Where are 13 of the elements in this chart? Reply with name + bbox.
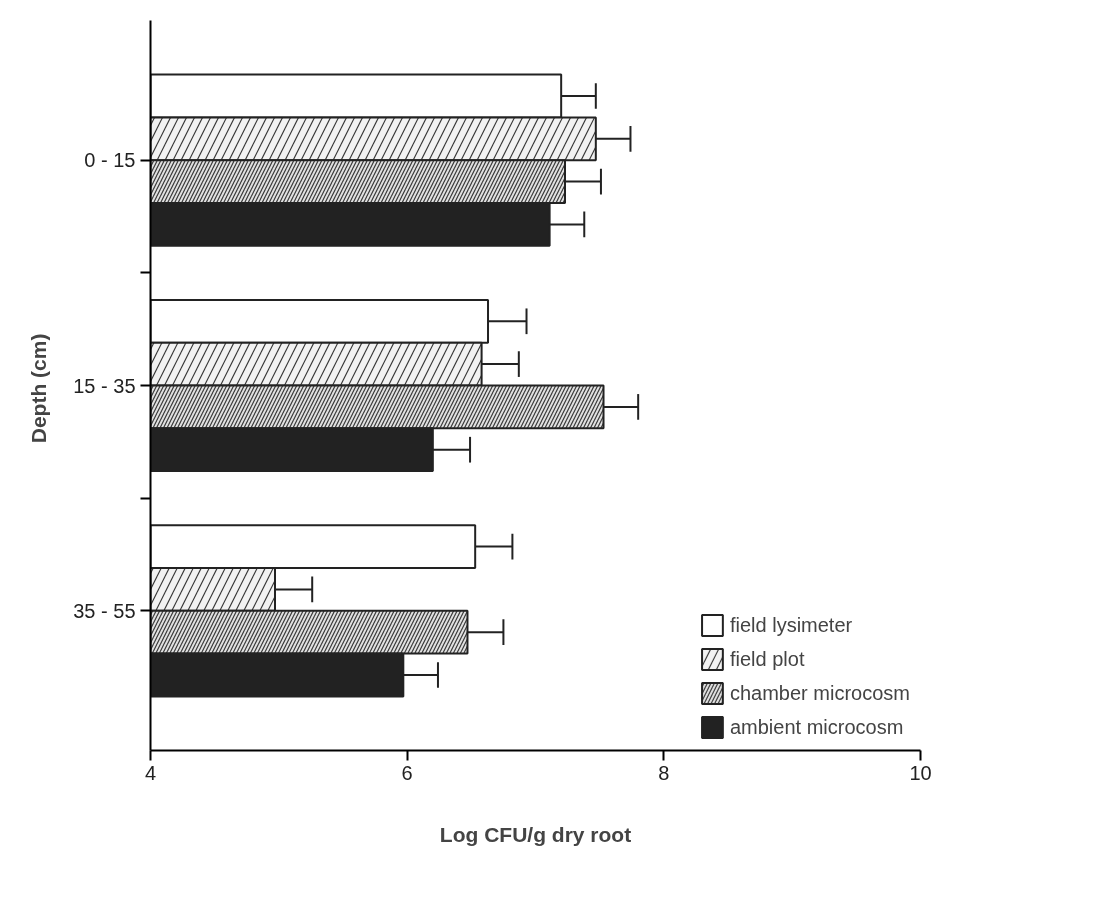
y-tick-label: 15 - 35	[73, 374, 136, 397]
legend-label: field plot	[729, 647, 805, 671]
y-tick-label: 35 - 55	[73, 599, 136, 622]
x-axis-title: Log CFU/g dry root	[439, 822, 632, 846]
x-tick-label: 4	[144, 761, 157, 784]
x-tick-label: 6	[401, 761, 413, 784]
x-tick-label: 8	[658, 761, 670, 784]
y-axis-title: Depth (cm)	[27, 333, 51, 444]
legend-label: ambient microcosm	[729, 715, 904, 739]
y-tick-label: 0 - 15	[84, 149, 136, 172]
legend-label: chamber microcosm	[729, 681, 910, 705]
x-tick-label: 10	[909, 761, 932, 784]
legend-label: field lysimeter	[729, 613, 853, 637]
